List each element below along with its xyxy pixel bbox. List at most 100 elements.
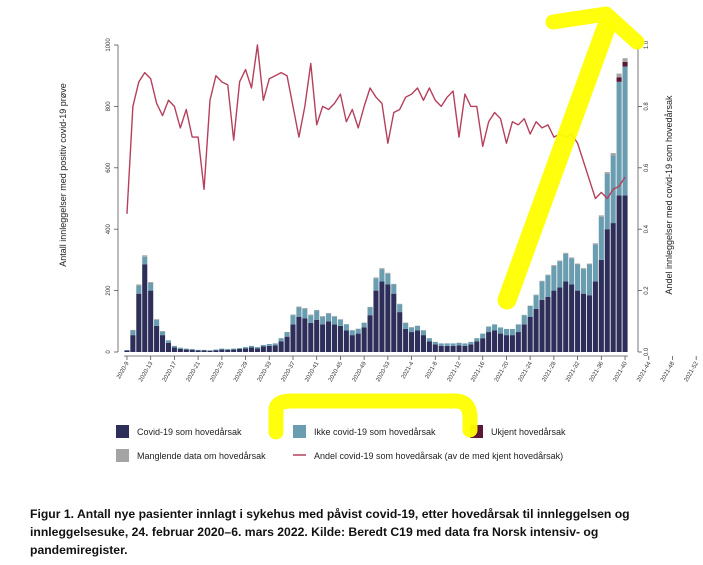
highlight-arrow-head — [545, 6, 645, 50]
x-tick-label: 2020-21 — [186, 360, 203, 383]
bar-ikke_covid — [219, 348, 225, 350]
bar-covid — [379, 281, 385, 352]
bar-covid — [320, 324, 326, 352]
bar-manglende — [154, 319, 160, 320]
bar-ikke_covid — [391, 284, 397, 294]
bar-covid — [391, 293, 397, 352]
bar-ukjent — [622, 61, 628, 67]
bar-covid — [171, 347, 177, 352]
bar-ikke_covid — [243, 347, 249, 349]
bar-ikke_covid — [136, 286, 142, 294]
bar-manglende — [598, 215, 604, 217]
bar-manglende — [136, 284, 142, 286]
bar-ikke_covid — [533, 295, 539, 310]
bar-ikke_covid — [480, 333, 486, 339]
bar-ikke_covid — [444, 343, 450, 346]
bar-covid — [248, 347, 255, 352]
bar-covid — [622, 195, 628, 352]
x-tick-label: 2020-17 — [162, 360, 179, 383]
bar-manglende — [610, 153, 616, 156]
bar-ikke_covid — [474, 338, 480, 342]
bar-covid — [373, 290, 379, 352]
bar-ikke_covid — [337, 319, 343, 326]
bar-covid — [456, 345, 462, 352]
bar-manglende — [533, 294, 539, 296]
legend-swatch-ikke_covid — [293, 425, 306, 438]
bar-covid — [314, 319, 320, 352]
legend-label-covid: Covid-19 som hovedårsak — [137, 427, 242, 437]
legend-label-ikke_covid: Ikke covid-19 som hovedårsak — [314, 427, 436, 437]
bar-covid — [557, 287, 563, 352]
bar-manglende — [308, 314, 314, 316]
bar-ikke_covid — [189, 348, 195, 350]
bar-ikke_covid — [509, 328, 515, 336]
bar-ikke_covid — [290, 315, 296, 325]
bar-covid — [545, 296, 551, 352]
bar-ikke_covid — [302, 309, 308, 319]
x-tick-label: 2021-32 — [565, 360, 582, 383]
x-tick-label: 2020-33 — [257, 360, 274, 383]
bar-covid — [616, 195, 622, 352]
x-tick-label: 2021-12 — [447, 360, 464, 383]
bar-ikke_covid — [266, 344, 272, 346]
bar-covid — [492, 330, 498, 352]
bar-covid — [154, 325, 160, 352]
bar-manglende — [290, 314, 296, 316]
right-y-axis: 0.0 0.2 0.4 0.6 0.8 1.0 — [637, 40, 650, 356]
bar-covid — [426, 341, 432, 352]
bar-covid — [563, 281, 569, 352]
bar-manglende — [586, 263, 593, 265]
bar-ikke_covid — [343, 324, 349, 331]
bar-ikke_covid — [414, 325, 421, 331]
bar-manglende — [302, 308, 308, 310]
bar-ikke_covid — [545, 275, 551, 297]
bar-covid — [385, 284, 391, 352]
x-tick-label: 2021-44 — [636, 360, 653, 383]
bar-covid — [278, 341, 284, 352]
bar-covid — [586, 295, 593, 352]
bar-covid — [231, 349, 237, 352]
bar-covid — [124, 350, 130, 352]
bar-ikke_covid — [207, 350, 213, 351]
bar-manglende — [592, 243, 598, 245]
bar-ikke_covid — [432, 341, 438, 345]
x-tick-label: 2021-16 — [470, 360, 487, 383]
bar-ikke_covid — [171, 345, 177, 348]
highlight-arrow-shaft — [497, 18, 616, 310]
bar-covid — [367, 315, 373, 352]
x-tick-label: 2020-9 — [116, 360, 131, 380]
bar-covid — [201, 350, 207, 352]
bar-ikke_covid — [231, 348, 237, 350]
bar-covid — [503, 335, 509, 352]
bar-covid — [225, 349, 231, 352]
left-tick-label: 800 — [106, 101, 112, 112]
bar-manglende — [367, 306, 373, 308]
right-axis-title: Andel innleggelser med covid-19 som hove… — [664, 95, 674, 295]
bar-ikke_covid — [349, 330, 355, 336]
bar-covid — [474, 341, 480, 352]
bar-covid — [290, 324, 296, 352]
bar-covid — [409, 332, 415, 352]
bar-manglende — [551, 265, 557, 267]
bar-manglende — [331, 316, 338, 317]
bar-ikke_covid — [450, 343, 456, 346]
bar-covid — [480, 338, 486, 352]
line-andel — [126, 44, 626, 214]
bar-covid — [260, 346, 266, 352]
left-tick-label: 0 — [106, 350, 112, 354]
bar-ikke_covid — [598, 216, 604, 260]
bar-ikke_covid — [326, 313, 332, 322]
bar-ikke_covid — [492, 324, 498, 331]
bar-manglende — [373, 277, 379, 279]
bar-covid — [420, 335, 426, 352]
bar-covid — [397, 312, 403, 352]
bar-ikke_covid — [497, 327, 504, 334]
bar-ikke_covid — [361, 322, 367, 328]
bar-covid — [432, 344, 438, 352]
bar-ikke_covid — [367, 307, 373, 316]
bar-ikke_covid — [622, 66, 628, 196]
bar-covid — [183, 349, 189, 352]
bar-ikke_covid — [254, 347, 260, 349]
bar-ikke_covid — [320, 316, 326, 325]
bar-covid — [438, 345, 444, 352]
